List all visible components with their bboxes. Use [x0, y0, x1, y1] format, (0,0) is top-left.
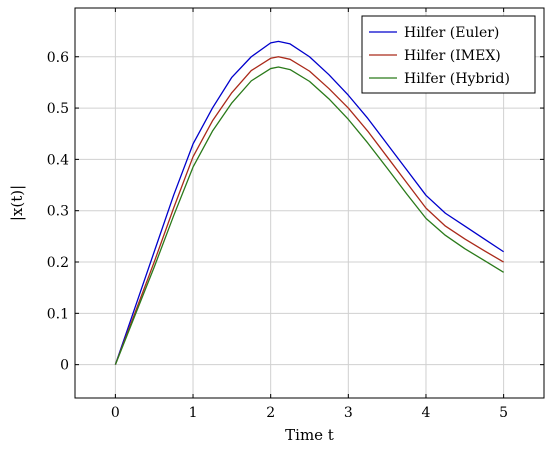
y-tick-label: 0.1: [47, 306, 69, 322]
x-tick-label: 0: [111, 405, 120, 421]
y-tick-label: 0.2: [47, 255, 69, 271]
series-line-3: [114, 66, 504, 365]
axis-ticks: 0 1 2 3 4 5 0 0.1 0.2 0.3 0.4 0.5 0.6: [47, 8, 544, 421]
y-tick-label: 0.5: [47, 101, 69, 117]
series-line-1: [114, 40, 504, 365]
plot-frame: [74, 7, 545, 399]
y-tick-label: 0: [60, 358, 69, 374]
legend-entry: Hilfer (Euler): [404, 25, 499, 41]
x-tick-label: 4: [422, 405, 431, 421]
x-tick-label: 2: [266, 405, 275, 421]
series-line-2: [114, 56, 504, 365]
y-tick-label: 0.3: [47, 204, 69, 220]
x-axis-label: Time t: [285, 426, 334, 444]
y-axis-label: |x(t)|: [8, 185, 26, 221]
x-tick-label: 5: [499, 405, 508, 421]
legend-entry: Hilfer (Hybrid): [404, 71, 510, 87]
legend-entry: Hilfer (IMEX): [404, 48, 501, 64]
y-tick-label: 0.6: [47, 50, 69, 66]
x-tick-label: 1: [189, 405, 198, 421]
legend: Hilfer (Euler) Hilfer (IMEX) Hilfer (Hybri…: [361, 15, 536, 94]
x-tick-label: 3: [344, 405, 353, 421]
series-lines: [114, 40, 504, 365]
y-tick-label: 0.4: [47, 152, 69, 168]
